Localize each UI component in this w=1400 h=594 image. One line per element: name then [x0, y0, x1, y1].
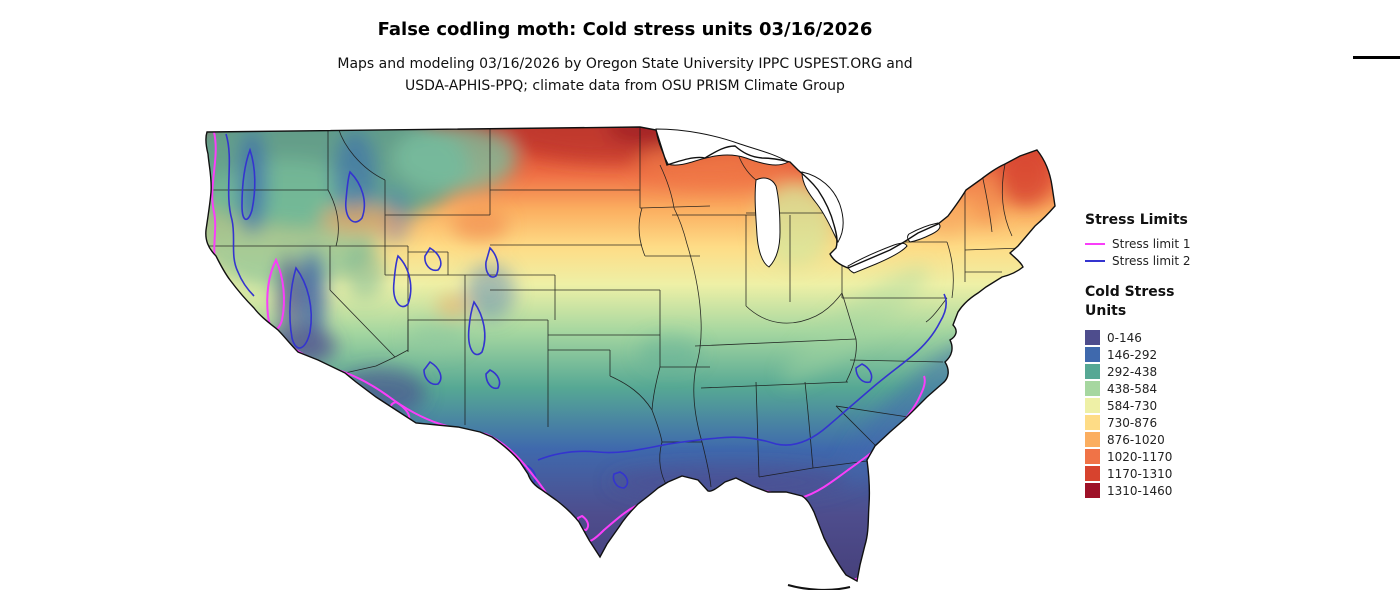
- cold-stress-legend-row: 1310-1460: [1085, 482, 1235, 499]
- legend-swatch: [1085, 432, 1100, 447]
- stress-limit-row: Stress limit 1: [1085, 235, 1235, 252]
- stress-limits-title: Stress Limits: [1085, 212, 1188, 228]
- stress-limit-row: Stress limit 2: [1085, 252, 1235, 269]
- lake-huron: [801, 171, 844, 244]
- us-cold-stress-map: [190, 120, 1060, 590]
- lake-erie: [847, 242, 908, 274]
- cold-stress-legend-row: 584-730: [1085, 397, 1235, 414]
- legend: Stress Limits Stress limit 1 Stress limit…: [1085, 212, 1235, 499]
- lake-michigan: [754, 177, 781, 268]
- cold-stress-legend-row: 730-876: [1085, 414, 1235, 431]
- cold-stress-legend-row: 1020-1170: [1085, 448, 1235, 465]
- legend-swatch: [1085, 449, 1100, 464]
- cold-stress-legend-rows: 0-146 146-292 292-438 438-584 584-730 730-876…: [1085, 329, 1235, 499]
- top-right-divider-line: [1353, 56, 1400, 59]
- cold-stress-legend-row: 1170-1310: [1085, 465, 1235, 482]
- cold-stress-legend-row: 438-584: [1085, 380, 1235, 397]
- legend-range-label: 1020-1170: [1107, 449, 1173, 464]
- cold-stress-units-title: Cold Stress Units: [1085, 284, 1175, 319]
- cold-stress-legend-row: 0-146: [1085, 329, 1235, 346]
- legend-swatch: [1085, 364, 1100, 379]
- page-title: False codling moth: Cold stress units 03…: [377, 19, 873, 40]
- legend-range-label: 584-730: [1107, 398, 1158, 413]
- legend-range-label: 292-438: [1107, 364, 1158, 379]
- stress-limit-line-sample: [1085, 259, 1105, 262]
- legend-range-label: 1170-1310: [1107, 466, 1173, 481]
- stress-limit-label: Stress limit 2: [1112, 253, 1191, 268]
- legend-swatch: [1085, 398, 1100, 413]
- legend-range-label: 0-146: [1107, 330, 1142, 345]
- legend-swatch: [1085, 347, 1100, 362]
- state-borders: [205, 127, 1024, 488]
- cold-stress-legend-row: 876-1020: [1085, 431, 1235, 448]
- cold-stress-legend-row: 292-438: [1085, 363, 1235, 380]
- legend-swatch: [1085, 330, 1100, 345]
- legend-range-label: 146-292: [1107, 347, 1158, 362]
- legend-range-label: 876-1020: [1107, 432, 1165, 447]
- florida-keys: [787, 584, 851, 590]
- us-map-svg: [205, 126, 1056, 590]
- legend-swatch: [1085, 466, 1100, 481]
- legend-range-label: 730-876: [1107, 415, 1158, 430]
- legend-swatch: [1085, 381, 1100, 396]
- stress-limit-line-sample: [1085, 242, 1105, 245]
- legend-swatch: [1085, 415, 1100, 430]
- cold-stress-legend-row: 146-292: [1085, 346, 1235, 363]
- legend-range-label: 438-584: [1107, 381, 1158, 396]
- stress-limit-2-contour: [225, 133, 947, 489]
- stress-limit-label: Stress limit 1: [1112, 236, 1191, 251]
- us-outline: [205, 126, 1056, 583]
- page-subtitle: Maps and modeling 03/16/2026 by Oregon S…: [337, 56, 913, 94]
- legend-range-label: 1310-1460: [1107, 483, 1173, 498]
- stress-limits-rows: Stress limit 1 Stress limit 2: [1085, 235, 1235, 269]
- great-lakes: [655, 128, 941, 274]
- legend-swatch: [1085, 483, 1100, 498]
